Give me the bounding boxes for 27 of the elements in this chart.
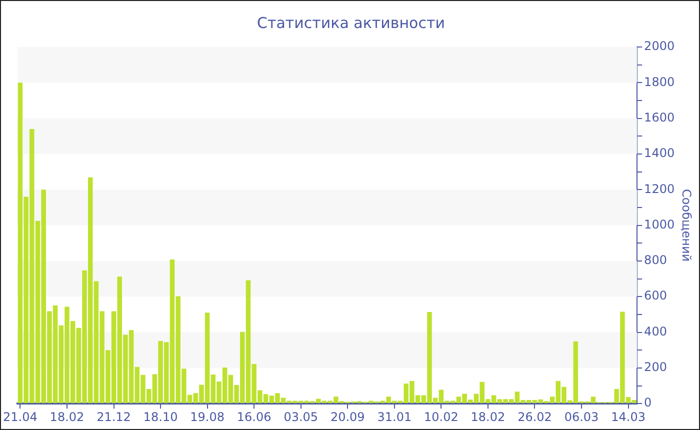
y2-tick-label: 1800	[644, 74, 675, 89]
y2-tick-label: 200	[644, 360, 667, 374]
y2-tick-label: 600	[644, 288, 667, 303]
y2-tick-label: 2000	[644, 39, 675, 54]
x-tick-label: 10.02	[424, 410, 458, 424]
x-tick-label: 18.02	[50, 410, 84, 424]
chart-title: Статистика активности	[257, 14, 445, 32]
x-tick-label: 14.03	[611, 410, 646, 424]
x-tick-label: 06.03	[564, 410, 599, 424]
y2-tick-label: 1000	[644, 217, 675, 232]
y2-axis-title: Сообщений	[680, 189, 694, 262]
y2-tick-label: 0	[644, 396, 652, 410]
x-tick-label: 18.02	[470, 410, 506, 424]
x-tick-label: 18.10	[143, 410, 178, 424]
x-tick-label: 20.09	[330, 410, 365, 424]
x-tick-label: 21.12	[96, 410, 131, 424]
y2-tick-label: 800	[644, 253, 667, 268]
y2-tick-label: 1200	[644, 182, 675, 196]
y2-tick-label: 1400	[644, 146, 675, 160]
x-tick-label: 21.04	[3, 410, 38, 424]
x-tick-label: 16.06	[236, 410, 272, 424]
x-tick-label: 03.05	[284, 410, 318, 424]
y2-tick-label: 400	[644, 324, 667, 338]
x-tick-label: 26.02	[518, 410, 552, 424]
y2-tick-label: 1600	[644, 110, 675, 124]
x-tick-label: 31.01	[377, 410, 412, 424]
x-tick-label: 19.08	[190, 410, 224, 424]
